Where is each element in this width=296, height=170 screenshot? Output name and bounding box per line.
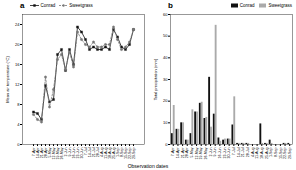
svg-text:12-May: 12-May [51,147,56,160]
svg-text:26-May: 26-May [59,147,64,160]
svg-text:18-Aug: 18-Aug [260,148,264,160]
svg-text:21-Apr: 21-Apr [181,147,185,159]
svg-text:21-Apr: 21-Apr [39,147,44,159]
svg-text:28-Jul: 28-Jul [246,147,250,157]
svg-text:28-Apr: 28-Apr [43,147,48,159]
svg-text:29-Sep: 29-Sep [132,148,136,160]
svg-text:23-Jun: 23-Jun [223,148,227,159]
svg-text:14-Apr: 14-Apr [176,147,180,159]
svg-text:5-May: 5-May [190,147,194,157]
svg-text:19-May: 19-May [199,147,203,159]
svg-text:16-Jun: 16-Jun [218,148,222,159]
svg-text:22-Sep: 22-Sep [127,147,132,160]
svg-text:1-Sep: 1-Sep [269,148,273,158]
svg-text:8-Sep: 8-Sep [119,147,124,158]
svg-text:5-May: 5-May [47,147,52,158]
svg-text:8-Sep: 8-Sep [274,148,278,158]
svg-text:10: 10 [163,120,168,125]
svg-text:28-Jul: 28-Jul [95,147,100,158]
svg-text:14-Jul: 14-Jul [87,147,92,158]
svg-text:15-Sep: 15-Sep [279,148,283,160]
svg-text:29-Sep: 29-Sep [288,148,292,160]
svg-text:50: 50 [163,33,168,38]
svg-text:7-Jul: 7-Jul [232,147,236,155]
html-text:Conrad: Conrad [40,2,56,8]
svg-text:22-Sep: 22-Sep [283,148,287,160]
svg-text:25-Aug: 25-Aug [111,147,116,160]
svg-text:12-May: 12-May [195,147,199,159]
svg-text:9-Jun: 9-Jun [213,148,217,157]
html-text:Observation dates: Observation dates [127,163,169,169]
svg-text:14-Apr: 14-Apr [35,147,40,159]
svg-text:21-Jul: 21-Jul [91,147,96,158]
svg-text:40: 40 [163,55,168,60]
html-text:b: b [168,0,173,10]
svg-text:28-Apr: 28-Apr [185,147,189,159]
svg-text:19-May: 19-May [55,147,60,160]
svg-text:0: 0 [165,142,168,147]
svg-text:8: 8 [17,102,20,107]
svg-text:26-May: 26-May [204,147,208,159]
svg-text:12: 12 [15,82,20,87]
svg-text:16-Jun: 16-Jun [71,147,76,159]
svg-text:60: 60 [163,12,168,17]
svg-text:14-Jul: 14-Jul [237,147,241,157]
svg-text:1-Sep: 1-Sep [115,147,120,158]
svg-text:20: 20 [15,42,20,47]
svg-text:20: 20 [163,98,168,103]
html-text:Conrad: Conrad [239,2,255,8]
svg-text:4: 4 [17,122,20,127]
svg-text:0: 0 [17,142,20,147]
svg-text:7-Apr: 7-Apr [31,147,36,157]
svg-text:11-Aug: 11-Aug [255,148,259,159]
svg-text:23-Jun: 23-Jun [75,147,80,159]
svg-text:16: 16 [15,62,20,67]
svg-text:7-Jul: 7-Jul [83,147,88,156]
html-text:Sweetgrass: Sweetgrass [69,2,93,8]
html-text:Sweetgrass: Sweetgrass [268,2,292,8]
svg-text:21-Jul: 21-Jul [241,147,245,157]
svg-text:30-Jun: 30-Jun [227,148,231,159]
svg-text:4-Aug: 4-Aug [251,148,255,158]
svg-text:30: 30 [163,77,168,82]
svg-text:24: 24 [15,22,20,27]
svg-text:2-Jun: 2-Jun [63,147,68,157]
svg-text:7-Apr: 7-Apr [171,147,175,157]
svg-text:11-Aug: 11-Aug [103,147,108,159]
svg-text:18-Aug: 18-Aug [107,147,112,160]
svg-text:2-Jun: 2-Jun [209,148,213,157]
svg-text:Mean air temperature (°C): Mean air temperature (°C) [5,56,10,103]
svg-text:25-Aug: 25-Aug [265,148,269,160]
svg-text:15-Sep: 15-Sep [123,147,128,160]
svg-text:9-Jun: 9-Jun [67,147,72,157]
svg-text:4-Aug: 4-Aug [99,147,104,158]
html-text:a: a [20,0,25,10]
svg-text:30-Jun: 30-Jun [79,147,84,159]
svg-text:Total precipitation (mm): Total precipitation (mm) [153,58,158,100]
